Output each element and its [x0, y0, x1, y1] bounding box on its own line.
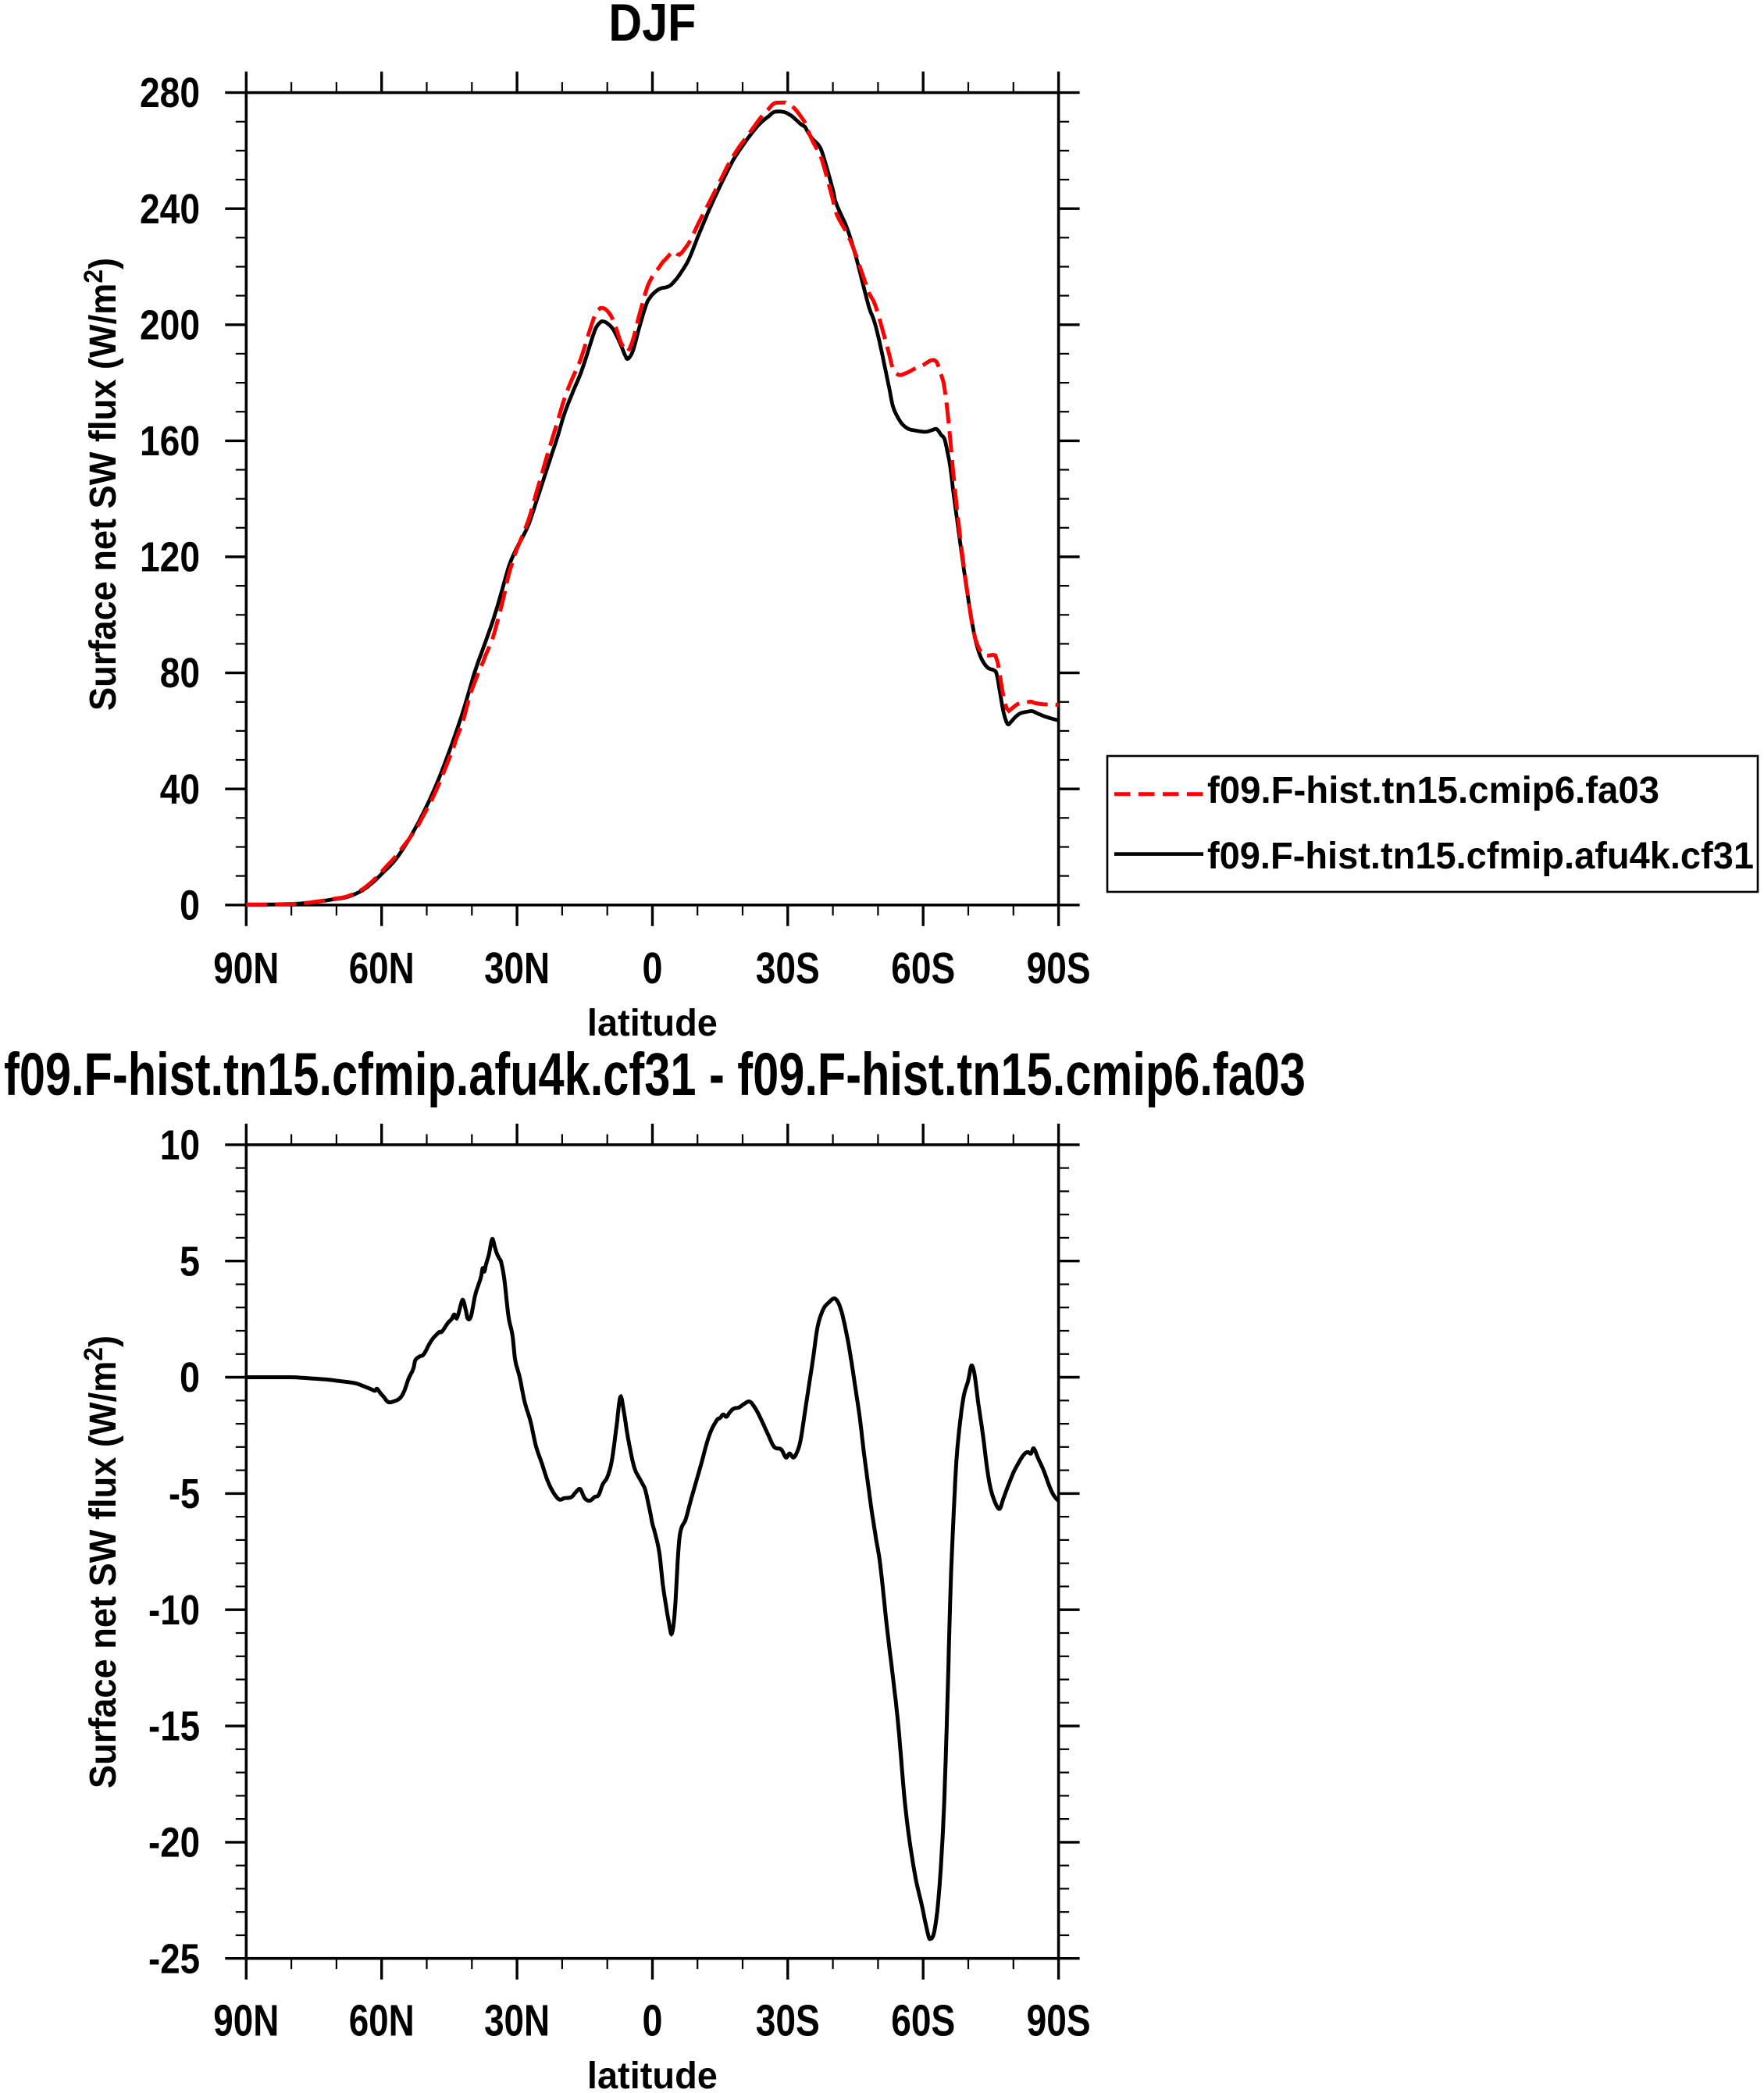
svg-text:-10: -10 — [148, 1587, 200, 1634]
svg-text:280: 280 — [140, 70, 200, 116]
svg-text:latitude: latitude — [587, 1002, 718, 1044]
svg-text:-25: -25 — [148, 1935, 200, 1982]
svg-text:-15: -15 — [148, 1703, 200, 1750]
svg-text:0: 0 — [180, 882, 200, 929]
svg-text:Surface net SW flux (W/m2): Surface net SW flux (W/m2) — [79, 258, 124, 711]
svg-text:30S: 30S — [756, 1996, 820, 2046]
svg-text:120: 120 — [140, 534, 200, 581]
svg-text:30N: 30N — [484, 943, 550, 993]
svg-text:0: 0 — [180, 1354, 200, 1401]
svg-text:10: 10 — [160, 1121, 200, 1168]
svg-text:-20: -20 — [148, 1820, 200, 1867]
svg-text:90N: 90N — [213, 1996, 279, 2046]
svg-text:60S: 60S — [891, 943, 955, 993]
svg-text:5: 5 — [180, 1238, 200, 1285]
svg-text:f09.F-hist.tn15.cfmip.afu4k.cf: f09.F-hist.tn15.cfmip.afu4k.cf31 — [1207, 836, 1754, 877]
svg-text:40: 40 — [160, 766, 200, 813]
svg-text:60S: 60S — [891, 1996, 955, 2046]
svg-text:240: 240 — [140, 186, 200, 233]
svg-text:Surface net SW flux (W/m2): Surface net SW flux (W/m2) — [79, 1335, 124, 1788]
svg-text:60N: 60N — [349, 1996, 415, 2046]
svg-text:60N: 60N — [349, 943, 415, 993]
svg-text:200: 200 — [140, 301, 200, 348]
svg-text:0: 0 — [643, 943, 663, 993]
svg-text:0: 0 — [643, 1996, 663, 2046]
svg-text:160: 160 — [140, 418, 200, 465]
svg-text:90S: 90S — [1027, 943, 1091, 993]
svg-text:80: 80 — [160, 650, 200, 697]
svg-text:latitude: latitude — [587, 2055, 718, 2093]
svg-text:f09.F-hist.tn15.cfmip.afu4k.cf: f09.F-hist.tn15.cfmip.afu4k.cf31 - f09.F… — [4, 1041, 1306, 1108]
svg-text:90N: 90N — [213, 943, 279, 993]
svg-text:90S: 90S — [1027, 1996, 1091, 2046]
svg-text:30N: 30N — [484, 1996, 550, 2046]
svg-text:f09.F-hist.tn15.cmip6.fa03: f09.F-hist.tn15.cmip6.fa03 — [1207, 770, 1659, 811]
svg-text:30S: 30S — [756, 943, 820, 993]
svg-text:-5: -5 — [169, 1471, 200, 1517]
svg-text:DJF: DJF — [608, 0, 696, 52]
